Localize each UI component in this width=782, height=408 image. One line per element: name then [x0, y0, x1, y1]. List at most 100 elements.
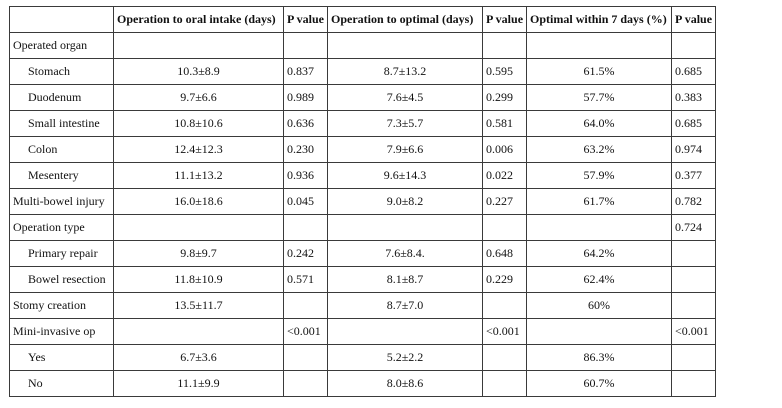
- table-row: No 11.1±9.9 8.0±8.6 60.7%: [9, 370, 717, 397]
- table-body: Operated organ Stomach 10.3±8.9 0.837 8.7±13…: [9, 32, 717, 397]
- p-value-cell: 0.383: [671, 84, 717, 111]
- optimal-7-days-cell: 62.4%: [526, 266, 673, 293]
- p-value-cell: [671, 370, 717, 397]
- optimal-days-cell: 8.1±8.7: [327, 266, 484, 293]
- row-label: No: [9, 370, 114, 397]
- p-value-cell: 0.685: [671, 110, 717, 137]
- optimal-days-cell: 8.7±13.2: [327, 58, 484, 85]
- optimal-days-cell: 9.0±8.2: [327, 188, 484, 215]
- header-row: Operation to oral intake (days) P value …: [9, 6, 717, 33]
- table-row: Yes 6.7±3.6 5.2±2.2 86.3%: [9, 344, 717, 371]
- optimal-7-days-cell: [526, 32, 673, 59]
- table-row: Stomy creation 13.5±11.7 8.7±7.0 60%: [9, 292, 717, 319]
- oral-intake-cell: 12.4±12.3: [113, 136, 284, 163]
- optimal-7-days-cell: 60.7%: [526, 370, 673, 397]
- table-row: Small intestine 10.8±10.6 0.636 7.3±5.7 0.58…: [9, 110, 717, 137]
- optimal-days-cell: 9.6±14.3: [327, 162, 484, 189]
- results-table: Operation to oral intake (days) P value …: [9, 6, 717, 397]
- p-value-cell: [482, 214, 528, 241]
- optimal-7-days-cell: 64.2%: [526, 240, 673, 267]
- table-row: Multi-bowel injury 16.0±18.6 0.045 9.0±8.2 0…: [9, 188, 717, 215]
- row-label: Colon: [9, 136, 114, 163]
- optimal-7-days-cell: 60%: [526, 292, 673, 319]
- p-value-cell: [671, 292, 717, 319]
- row-label: Duodenum: [9, 84, 114, 111]
- row-label: Yes: [9, 344, 114, 371]
- oral-intake-cell: 13.5±11.7: [113, 292, 284, 319]
- p-value-cell: [671, 266, 717, 293]
- optimal-days-cell: [327, 214, 484, 241]
- header-p-value-2: P value: [482, 6, 528, 33]
- header-p-value-3: P value: [671, 6, 717, 33]
- row-label: Multi-bowel injury: [9, 188, 114, 215]
- row-label: Operated organ: [9, 32, 114, 59]
- p-value-cell: 0.227: [482, 188, 528, 215]
- optimal-days-cell: 8.0±8.6: [327, 370, 484, 397]
- p-value-cell: 0.648: [482, 240, 528, 267]
- oral-intake-cell: 10.3±8.9: [113, 58, 284, 85]
- p-value-cell: 0.837: [282, 58, 329, 85]
- p-value-cell: 0.242: [282, 240, 329, 267]
- p-value-cell: [671, 344, 717, 371]
- table-row: Operated organ: [9, 32, 717, 59]
- p-value-cell: [671, 240, 717, 267]
- optimal-7-days-cell: 61.7%: [526, 188, 673, 215]
- optimal-days-cell: 7.6±4.5: [327, 84, 484, 111]
- optimal-7-days-cell: 86.3%: [526, 344, 673, 371]
- p-value-cell: [482, 344, 528, 371]
- p-value-cell: 0.230: [282, 136, 329, 163]
- row-label: Stomy creation: [9, 292, 114, 319]
- optimal-days-cell: 7.9±6.6: [327, 136, 484, 163]
- optimal-days-cell: 7.3±5.7: [327, 110, 484, 137]
- p-value-cell: 0.974: [671, 136, 717, 163]
- p-value-cell: 0.782: [671, 188, 717, 215]
- row-label: Operation type: [9, 214, 114, 241]
- row-label: Mesentery: [9, 162, 114, 189]
- p-value-cell: <0.001: [671, 318, 717, 345]
- p-value-cell: 0.229: [482, 266, 528, 293]
- p-value-cell: 0.724: [671, 214, 717, 241]
- p-value-cell: <0.001: [482, 318, 528, 345]
- p-value-cell: 0.636: [282, 110, 329, 137]
- oral-intake-cell: 9.8±9.7: [113, 240, 284, 267]
- table-row: Stomach 10.3±8.9 0.837 8.7±13.2 0.595 61.5% 0.…: [9, 58, 717, 85]
- p-value-cell: 0.936: [282, 162, 329, 189]
- table-row: Primary repair 9.8±9.7 0.242 7.6±8.4. 0.648 6…: [9, 240, 717, 267]
- optimal-days-cell: [327, 318, 484, 345]
- oral-intake-cell: 9.7±6.6: [113, 84, 284, 111]
- oral-intake-cell: 11.8±10.9: [113, 266, 284, 293]
- p-value-cell: [482, 32, 528, 59]
- oral-intake-cell: [113, 32, 284, 59]
- oral-intake-cell: 6.7±3.6: [113, 344, 284, 371]
- p-value-cell: <0.001: [282, 318, 329, 345]
- p-value-cell: [282, 214, 329, 241]
- p-value-cell: [482, 292, 528, 319]
- row-label: Primary repair: [9, 240, 114, 267]
- oral-intake-cell: 11.1±13.2: [113, 162, 284, 189]
- table-row: Mesentery 11.1±13.2 0.936 9.6±14.3 0.022 57.9…: [9, 162, 717, 189]
- optimal-7-days-cell: [526, 318, 673, 345]
- table-row: Duodenum 9.7±6.6 0.989 7.6±4.5 0.299 57.7% 0.3…: [9, 84, 717, 111]
- p-value-cell: [282, 32, 329, 59]
- header-optimal-7-days: Optimal within 7 days (%): [526, 6, 673, 33]
- header-p-value-1: P value: [282, 6, 329, 33]
- header-optimal-days: Operation to optimal (days): [327, 6, 484, 33]
- table-row: Colon 12.4±12.3 0.230 7.9±6.6 0.006 63.2% 0.97…: [9, 136, 717, 163]
- optimal-7-days-cell: 57.9%: [526, 162, 673, 189]
- table-row: Bowel resection 11.8±10.9 0.571 8.1±8.7 0.22…: [9, 266, 717, 293]
- optimal-days-cell: 5.2±2.2: [327, 344, 484, 371]
- optimal-7-days-cell: 61.5%: [526, 58, 673, 85]
- p-value-cell: [282, 292, 329, 319]
- p-value-cell: 0.571: [282, 266, 329, 293]
- header-cell-blank: [9, 6, 114, 33]
- p-value-cell: [282, 370, 329, 397]
- optimal-days-cell: [327, 32, 484, 59]
- oral-intake-cell: 11.1±9.9: [113, 370, 284, 397]
- p-value-cell: 0.581: [482, 110, 528, 137]
- optimal-days-cell: 7.6±8.4.: [327, 240, 484, 267]
- oral-intake-cell: [113, 214, 284, 241]
- optimal-7-days-cell: [526, 214, 673, 241]
- optimal-7-days-cell: 63.2%: [526, 136, 673, 163]
- p-value-cell: 0.595: [482, 58, 528, 85]
- table-row: Mini-invasive op <0.001 <0.001 <0.001: [9, 318, 717, 345]
